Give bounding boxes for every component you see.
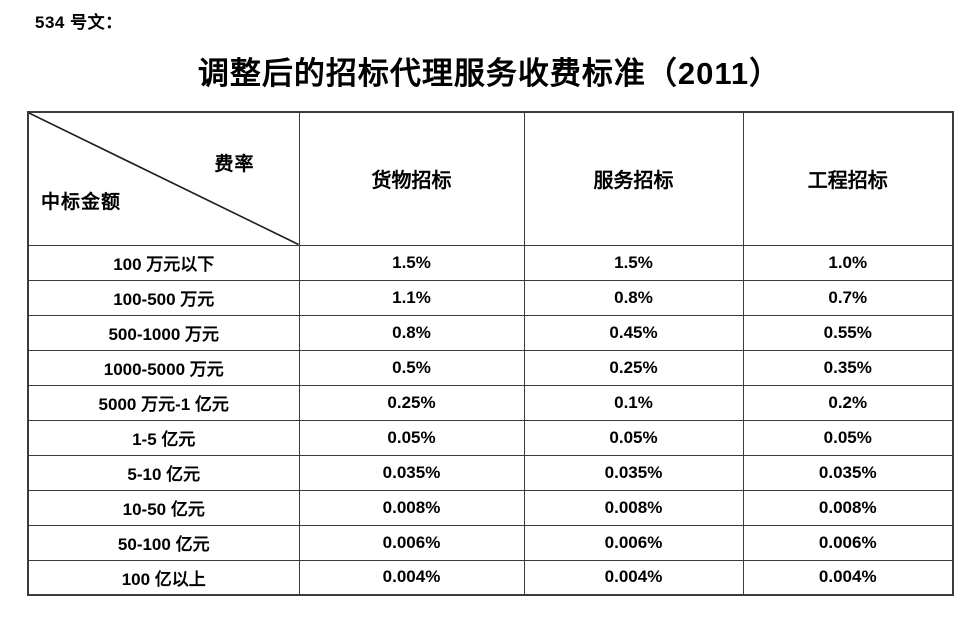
- rate-cell: 0.2%: [742, 384, 954, 421]
- rate-cell: 0.5%: [298, 349, 525, 386]
- amount-cell: 100 万元以下: [27, 244, 300, 281]
- rate-cell: 0.008%: [298, 489, 525, 526]
- rate-cell: 0.05%: [298, 419, 525, 456]
- table-row: 1-5 亿元 0.05% 0.05% 0.05%: [27, 419, 954, 456]
- table-header-row: 费率 中标金额 货物招标 服务招标 工程招标: [27, 111, 954, 246]
- rate-cell: 0.05%: [523, 419, 744, 456]
- table-row: 500-1000 万元 0.8% 0.45% 0.55%: [27, 314, 954, 351]
- rate-cell: 0.004%: [523, 559, 744, 596]
- rate-cell: 0.035%: [742, 454, 954, 491]
- rate-cell: 0.25%: [523, 349, 744, 386]
- rate-cell: 0.004%: [742, 559, 954, 596]
- amount-cell: 5-10 亿元: [27, 454, 300, 491]
- rate-cell: 0.035%: [523, 454, 744, 491]
- column-header-engineering-bidding: 工程招标: [742, 111, 954, 246]
- rate-cell: 0.008%: [742, 489, 954, 526]
- rate-cell: 0.25%: [298, 384, 525, 421]
- corner-header-cell: 费率 中标金额: [27, 111, 300, 246]
- rate-cell: 1.5%: [298, 244, 525, 281]
- table-row: 50-100 亿元 0.006% 0.006% 0.006%: [27, 524, 954, 561]
- rate-cell: 0.035%: [298, 454, 525, 491]
- table-row: 100 亿以上 0.004% 0.004% 0.004%: [27, 559, 954, 596]
- corner-rate-label: 费率: [214, 154, 255, 175]
- doc-ref-label: 534 号文：: [35, 13, 123, 32]
- amount-cell: 5000 万元-1 亿元: [27, 384, 300, 421]
- rate-cell: 0.35%: [742, 349, 954, 386]
- rate-cell: 0.006%: [523, 524, 744, 561]
- rate-cell: 0.55%: [742, 314, 954, 351]
- corner-amount-label: 中标金额: [41, 191, 122, 213]
- amount-cell: 1000-5000 万元: [27, 349, 300, 386]
- amount-cell: 100 亿以上: [27, 559, 300, 596]
- rate-cell: 0.8%: [523, 279, 744, 316]
- table-row: 100 万元以下 1.5% 1.5% 1.0%: [27, 244, 954, 281]
- amount-cell: 100-500 万元: [27, 279, 300, 316]
- amount-cell: 10-50 亿元: [27, 489, 300, 526]
- rate-cell: 0.1%: [523, 384, 744, 421]
- rate-cell: 0.004%: [298, 559, 525, 596]
- rate-cell: 0.7%: [742, 279, 954, 316]
- rate-cell: 0.008%: [523, 489, 744, 526]
- amount-cell: 500-1000 万元: [27, 314, 300, 351]
- rate-cell: 0.006%: [298, 524, 525, 561]
- column-header-goods-bidding: 货物招标: [298, 111, 525, 246]
- amount-cell: 1-5 亿元: [27, 419, 300, 456]
- diagonal-divider-line: [29, 113, 299, 245]
- fee-rate-table: 费率 中标金额 货物招标 服务招标 工程招标 100 万元以下 1.5% 1.5…: [27, 111, 954, 596]
- rate-cell: 0.05%: [742, 419, 954, 456]
- rate-cell: 1.1%: [298, 279, 525, 316]
- page-title: 调整后的招标代理服务收费标准（2011）: [197, 56, 782, 91]
- table-row: 10-50 亿元 0.008% 0.008% 0.008%: [27, 489, 954, 526]
- amount-cell: 50-100 亿元: [27, 524, 300, 561]
- rate-cell: 1.0%: [742, 244, 954, 281]
- rate-cell: 0.006%: [742, 524, 954, 561]
- column-header-service-bidding: 服务招标: [523, 111, 744, 246]
- table-row: 1000-5000 万元 0.5% 0.25% 0.35%: [27, 349, 954, 386]
- table-row: 100-500 万元 1.1% 0.8% 0.7%: [27, 279, 954, 316]
- rate-cell: 1.5%: [523, 244, 744, 281]
- rate-cell: 0.45%: [523, 314, 744, 351]
- table-row: 5-10 亿元 0.035% 0.035% 0.035%: [27, 454, 954, 491]
- rate-cell: 0.8%: [298, 314, 525, 351]
- table-row: 5000 万元-1 亿元 0.25% 0.1% 0.2%: [27, 384, 954, 421]
